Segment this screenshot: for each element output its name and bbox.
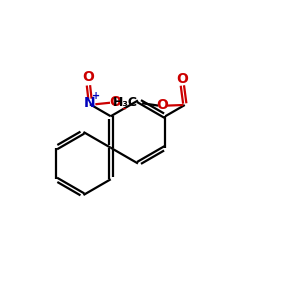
Text: O: O bbox=[176, 72, 188, 86]
Text: -: - bbox=[121, 104, 126, 114]
Text: O: O bbox=[109, 95, 121, 109]
Text: +: + bbox=[92, 91, 101, 101]
Text: N: N bbox=[84, 96, 96, 110]
Text: O: O bbox=[157, 98, 169, 112]
Text: O: O bbox=[82, 70, 94, 84]
Text: H₃C: H₃C bbox=[113, 96, 138, 109]
